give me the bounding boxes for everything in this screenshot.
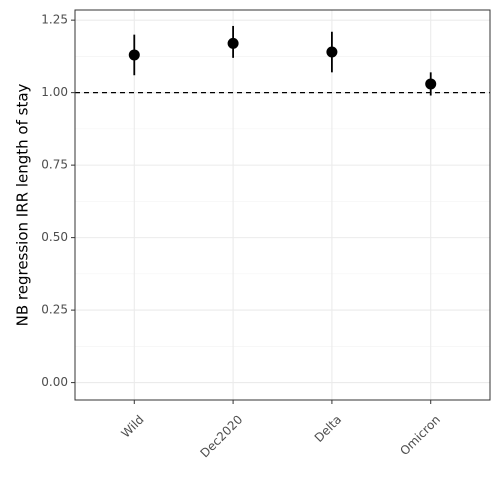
x-tick-label: Dec2020	[198, 412, 246, 460]
y-axis-label: NB regression IRR length of stay	[14, 83, 32, 326]
y-tick-label: 0.25	[41, 303, 68, 317]
point	[227, 37, 239, 49]
y-tick-label: 0.00	[41, 375, 68, 389]
point	[128, 49, 140, 61]
x-tick-label: Omicron	[397, 412, 443, 458]
y-tick-label: 1.25	[41, 13, 68, 27]
x-tick-label: Delta	[312, 412, 345, 445]
x-tick-label: Wild	[118, 412, 146, 440]
y-tick-label: 0.75	[41, 158, 68, 172]
panel-border	[74, 9, 491, 401]
point	[425, 78, 437, 90]
y-tick-label: 0.50	[41, 230, 68, 244]
point	[326, 46, 338, 58]
y-tick-label: 1.00	[41, 85, 68, 99]
